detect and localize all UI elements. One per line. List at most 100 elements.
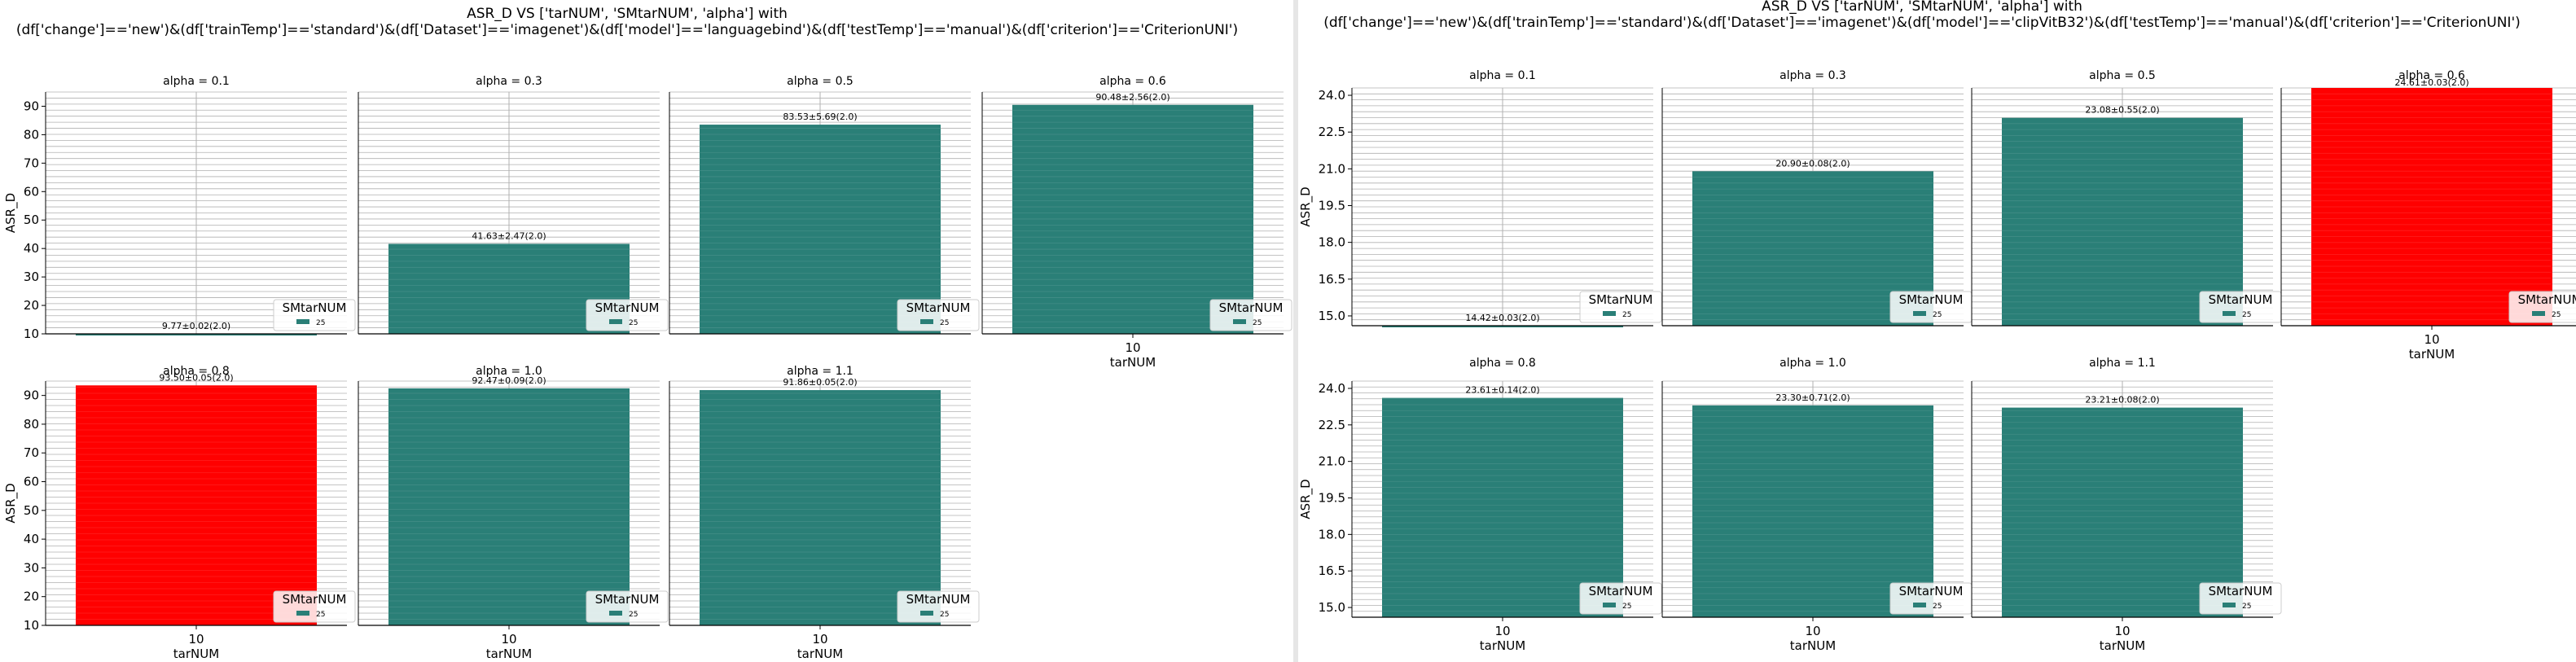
subplot-title: alpha = 0.6	[1099, 75, 1166, 88]
subplot-3: alpha = 0.5 23.08±0.55(2.0) SMtarNUM 25	[1971, 69, 2282, 327]
legend-title: SMtarNUM	[283, 592, 347, 607]
y-axis-label: ASR_D	[1298, 479, 1314, 519]
y-tick-label: 30	[24, 270, 39, 284]
legend-box	[2508, 291, 2576, 323]
subplot-title: alpha = 0.5	[2089, 69, 2156, 82]
legend-swatch	[609, 611, 622, 616]
legend-title: SMtarNUM	[2209, 292, 2273, 307]
legend-entry: 25	[1933, 603, 1942, 611]
y-tick-label: 90	[24, 388, 39, 403]
y-axis-label: ASR_D	[1298, 186, 1314, 226]
legend-swatch	[920, 611, 933, 616]
bar	[1382, 326, 1623, 327]
y-tick-label: 15.0	[1319, 309, 1345, 323]
legend: SMtarNUM 25	[273, 299, 356, 331]
data-label: 23.21±0.08(2.0)	[2085, 395, 2159, 406]
legend-entry: 25	[940, 319, 949, 327]
legend-swatch	[609, 319, 622, 324]
y-tick-label: 22.5	[1319, 418, 1345, 432]
legend-title: SMtarNUM	[283, 300, 347, 315]
y-tick-label: 16.5	[1319, 563, 1345, 578]
legend-box	[586, 590, 669, 623]
legend-swatch	[2223, 603, 2236, 607]
legend-entry: 25	[1622, 603, 1631, 611]
data-label: 24.61±0.03(2.0)	[2394, 77, 2468, 88]
legend: SMtarNUM 25	[897, 590, 980, 623]
data-label: 23.61±0.14(2.0)	[1465, 385, 1539, 396]
legend: SMtarNUM 25	[1579, 291, 1662, 323]
figure-separator	[1293, 0, 1298, 662]
legend-swatch	[1233, 319, 1246, 324]
legend: SMtarNUM 25	[1889, 582, 1973, 615]
data-label: 92.47±0.09(2.0)	[472, 375, 546, 386]
subplot-title: alpha = 0.1	[163, 75, 230, 88]
bar	[2311, 88, 2552, 326]
subplot-title: alpha = 0.1	[1469, 69, 1536, 82]
y-tick-label: 70	[24, 445, 39, 460]
subplot-title: alpha = 0.5	[787, 75, 854, 88]
y-tick-label: 40	[24, 532, 39, 546]
bar	[76, 385, 317, 625]
subplot-title: alpha = 1.0	[476, 365, 542, 378]
x-axis-label: tarNUM	[1110, 355, 1156, 370]
y-tick-label: 80	[24, 417, 39, 432]
legend-swatch	[1603, 603, 1616, 607]
subplot-title: alpha = 1.1	[787, 365, 854, 378]
legend: SMtarNUM 25	[2199, 291, 2282, 323]
legend-title: SMtarNUM	[1899, 584, 1964, 598]
x-tick-label: 10	[501, 632, 516, 647]
subplot-title: alpha = 0.8	[1469, 357, 1536, 370]
legend-box	[2199, 582, 2282, 615]
legend-title: SMtarNUM	[906, 592, 971, 607]
x-axis-label: tarNUM	[797, 647, 843, 661]
y-tick-label: 80	[24, 127, 39, 142]
y-tick-label: 15.0	[1319, 600, 1345, 615]
legend-box	[897, 590, 980, 623]
data-label: 93.50±0.05(2.0)	[159, 372, 233, 383]
legend-swatch	[296, 611, 309, 616]
legend-title: SMtarNUM	[2209, 584, 2273, 598]
legend-entry: 25	[940, 611, 949, 619]
bar	[388, 388, 630, 625]
y-tick-label: 40	[24, 241, 39, 256]
legend-title: SMtarNUM	[1899, 292, 1964, 307]
data-label: 9.77±0.02(2.0)	[162, 321, 230, 331]
legend: SMtarNUM 25	[897, 299, 980, 331]
legend-swatch	[2223, 311, 2236, 316]
subplot-title: alpha = 0.6	[2398, 69, 2465, 82]
legend: SMtarNUM 25	[1209, 299, 1292, 331]
legend-box	[273, 590, 356, 623]
legend: SMtarNUM 25	[1889, 291, 1973, 323]
subplot-2: alpha = 0.3 41.63±2.47(2.0) SMtarNUM 25	[358, 75, 669, 335]
legend-swatch	[2532, 311, 2545, 316]
data-label: 91.86±0.05(2.0)	[783, 377, 857, 388]
y-tick-label: 22.5	[1319, 125, 1345, 139]
legend-title: SMtarNUM	[2518, 292, 2576, 307]
legend-swatch	[1603, 311, 1616, 316]
figure-languagebind: ASR_D VS ['tarNUM', 'SMtarNUM', 'alpha']…	[3, 6, 1292, 661]
legend-swatch	[296, 319, 309, 324]
legend-entry: 25	[1622, 311, 1631, 319]
y-axis-label: ASR_D	[3, 483, 19, 523]
legend: SMtarNUM 25	[273, 590, 356, 623]
data-label: 41.63±2.47(2.0)	[472, 230, 546, 241]
legend: SMtarNUM 25	[2508, 291, 2576, 323]
y-tick-label: 60	[24, 184, 39, 199]
x-axis-label: tarNUM	[2409, 347, 2455, 362]
y-tick-label: 30	[24, 560, 39, 575]
chart-title: ASR_D VS ['tarNUM', 'SMtarNUM', 'alpha']…	[467, 6, 788, 22]
y-tick-label: 90	[24, 99, 39, 113]
x-axis-label: tarNUM	[1480, 638, 1525, 653]
x-tick-label: 10	[1805, 624, 1820, 638]
legend-title: SMtarNUM	[595, 300, 660, 315]
legend-title: SMtarNUM	[595, 592, 660, 607]
x-axis-label: tarNUM	[1790, 638, 1836, 653]
subplot-title: alpha = 1.1	[2089, 357, 2156, 370]
legend-entry: 25	[2552, 311, 2561, 319]
y-axis-label: ASR_D	[3, 193, 19, 233]
